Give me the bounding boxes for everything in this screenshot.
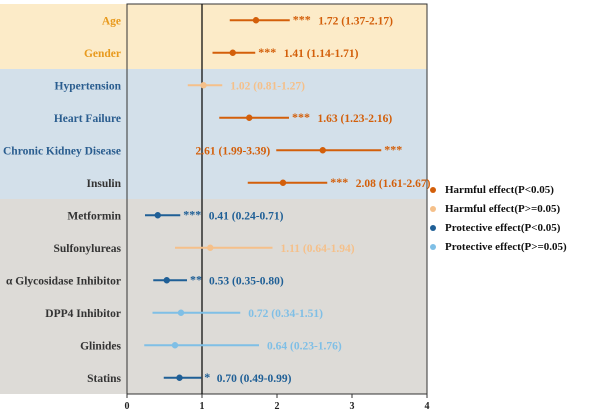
point-estimate [207, 244, 214, 251]
point-estimate [163, 277, 170, 284]
forest-row: 0.64 (0.23-1.76) [144, 340, 342, 352]
x-axis: 0 1 2 3 4 [125, 394, 430, 412]
x-tick-label: 2 [275, 401, 280, 412]
legend-swatch [430, 224, 436, 231]
estimate-label: 2.61 (1.99-3.39) [196, 145, 271, 157]
forest-row: *** 1.72 (1.37-2.17) [229, 12, 393, 27]
forest-row: *** 2.61 (1.99-3.39) [196, 142, 403, 157]
forest-row: *** 1.41 (1.14-1.71) [212, 45, 359, 60]
category-label: Sulfonylureas [53, 243, 121, 255]
estimate-label: 2.08 (1.61-2.67) [356, 178, 431, 190]
category-label: Statins [87, 373, 121, 385]
legend-swatch [430, 205, 436, 212]
forest-rows: *** 1.72 (1.37-2.17)*** 1.41 (1.14-1.71)1.… [144, 12, 431, 385]
forest-row: *** 1.63 (1.23-2.16) [219, 110, 392, 125]
point-estimate [154, 212, 161, 219]
forest-row: ** 0.53 (0.35-0.80) [153, 272, 284, 287]
estimate-label: 0.41 (0.24-0.71) [209, 210, 284, 222]
estimate-label: 1.11 (0.64-1.94) [281, 243, 355, 255]
forest-row: 0.72 (0.34-1.51) [152, 308, 323, 320]
forest-row: *** 0.41 (0.24-0.71) [145, 207, 284, 222]
significance-stars: *** [258, 45, 276, 59]
legend-label: Protective effect(P<0.05) [445, 221, 561, 234]
estimate-label: 0.70 (0.49-0.99) [217, 373, 292, 385]
point-estimate [279, 179, 287, 186]
legend: Harmful effect(P<0.05) Harmful effect(P>=… [430, 180, 567, 256]
category-label: Insulin [86, 178, 121, 190]
row-labels: Age Gender Hypertension Heart Failure Chroni… [3, 15, 122, 385]
category-label: Glinides [80, 340, 121, 352]
category-label: Chronic Kidney Disease [3, 145, 121, 157]
forest-row: 1.02 (0.81-1.27) [187, 80, 305, 92]
estimate-label: 1.63 (1.23-2.16) [318, 113, 393, 125]
category-label: DPP4 Inhibitor [45, 308, 121, 320]
category-label: α Glycosidase Inhibitor [6, 275, 121, 287]
point-estimate [252, 17, 260, 24]
point-estimate [200, 82, 207, 89]
background-band-1 [0, 69, 427, 199]
estimate-label: 0.64 (0.23-1.76) [267, 340, 342, 352]
forest-row: *** 2.08 (1.61-2.67) [247, 175, 431, 190]
point-estimate [229, 49, 236, 56]
background-band-2 [0, 199, 427, 394]
x-tick-label: 4 [425, 401, 430, 412]
point-estimate [171, 342, 179, 349]
point-estimate [177, 309, 185, 316]
category-label: Gender [84, 48, 121, 60]
significance-stars: *** [292, 110, 310, 124]
x-tick-label: 0 [125, 401, 130, 412]
legend-item: Protective effect(P>=0.05) [430, 237, 567, 256]
legend-item: Protective effect(P<0.05) [430, 218, 567, 237]
forest-row: * 0.70 (0.49-0.99) [163, 370, 292, 385]
estimate-label: 1.02 (0.81-1.27) [230, 80, 305, 92]
legend-label: Harmful effect(P>=0.05) [445, 202, 561, 215]
forest-row: 1.11 (0.64-1.94) [175, 243, 355, 255]
estimate-label: 1.72 (1.37-2.17) [318, 15, 393, 27]
category-label: Heart Failure [54, 113, 121, 125]
point-estimate [246, 114, 253, 121]
significance-stars: * [204, 370, 210, 384]
estimate-label: 0.53 (0.35-0.80) [209, 275, 284, 287]
significance-stars: *** [293, 12, 311, 26]
x-tick-label: 1 [200, 401, 205, 412]
significance-stars: ** [190, 272, 202, 286]
x-tick-label: 3 [350, 401, 355, 412]
legend-swatch [430, 243, 436, 250]
background-band-0 [0, 4, 427, 69]
significance-stars: *** [183, 207, 201, 221]
significance-stars: *** [330, 175, 348, 189]
point-estimate [176, 374, 183, 381]
category-label: Age [102, 15, 121, 27]
point-estimate [319, 147, 326, 154]
legend-label: Harmful effect(P<0.05) [445, 183, 554, 196]
legend-item: Harmful effect(P<0.05) [430, 180, 567, 199]
category-label: Metformin [67, 210, 121, 222]
category-label: Hypertension [55, 80, 122, 92]
legend-label: Protective effect(P>=0.05) [445, 240, 567, 253]
legend-swatch [430, 186, 436, 193]
estimate-label: 1.41 (1.14-1.71) [284, 48, 359, 60]
significance-stars: *** [384, 142, 402, 156]
background-bands [0, 4, 427, 394]
legend-item: Harmful effect(P>=0.05) [430, 199, 567, 218]
estimate-label: 0.72 (0.34-1.51) [248, 308, 323, 320]
